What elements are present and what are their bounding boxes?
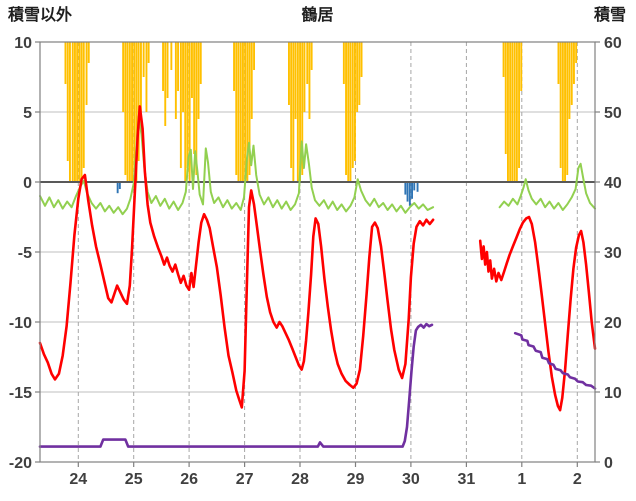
precip-bars: [116, 182, 419, 206]
temp-red-line: [38, 105, 597, 412]
svg-text:60: 60: [604, 35, 622, 52]
svg-text:27: 27: [236, 471, 254, 488]
chart-title: 鶴居: [301, 7, 334, 24]
svg-text:29: 29: [347, 471, 365, 488]
right-axis-labels: 60 50 40 30 20 10 0: [604, 35, 622, 472]
svg-text:25: 25: [125, 471, 143, 488]
svg-text:30: 30: [402, 471, 420, 488]
green-line: [39, 115, 596, 216]
svg-text:28: 28: [291, 471, 309, 488]
svg-text:0: 0: [23, 175, 32, 192]
svg-text:10: 10: [604, 385, 622, 402]
svg-text:26: 26: [180, 471, 198, 488]
x-axis-labels: 24 25 26 27 28 29 30 31 1 2: [69, 471, 581, 488]
svg-text:-5: -5: [18, 245, 32, 262]
svg-text:-15: -15: [9, 385, 32, 402]
left-axis-title: 積雪以外: [8, 7, 73, 24]
snow-depth-purple-line: [38, 322, 597, 448]
svg-text:31: 31: [458, 471, 476, 488]
svg-text:-10: -10: [9, 315, 32, 332]
sunshine-bars: [64, 42, 578, 182]
svg-text:1: 1: [517, 471, 526, 488]
svg-text:20: 20: [604, 315, 622, 332]
svg-text:10: 10: [14, 35, 32, 52]
svg-text:24: 24: [69, 471, 87, 488]
svg-text:5: 5: [23, 105, 32, 122]
svg-text:40: 40: [604, 175, 622, 192]
left-axis-labels: 10 5 0 -5 -10 -15 -20: [9, 35, 32, 472]
axis-frame: [35, 41, 600, 467]
svg-text:30: 30: [604, 245, 622, 262]
svg-text:0: 0: [604, 455, 613, 472]
svg-text:50: 50: [604, 105, 622, 122]
svg-text:-20: -20: [9, 455, 32, 472]
svg-text:2: 2: [573, 471, 582, 488]
right-axis-title: 積雪: [593, 7, 626, 24]
